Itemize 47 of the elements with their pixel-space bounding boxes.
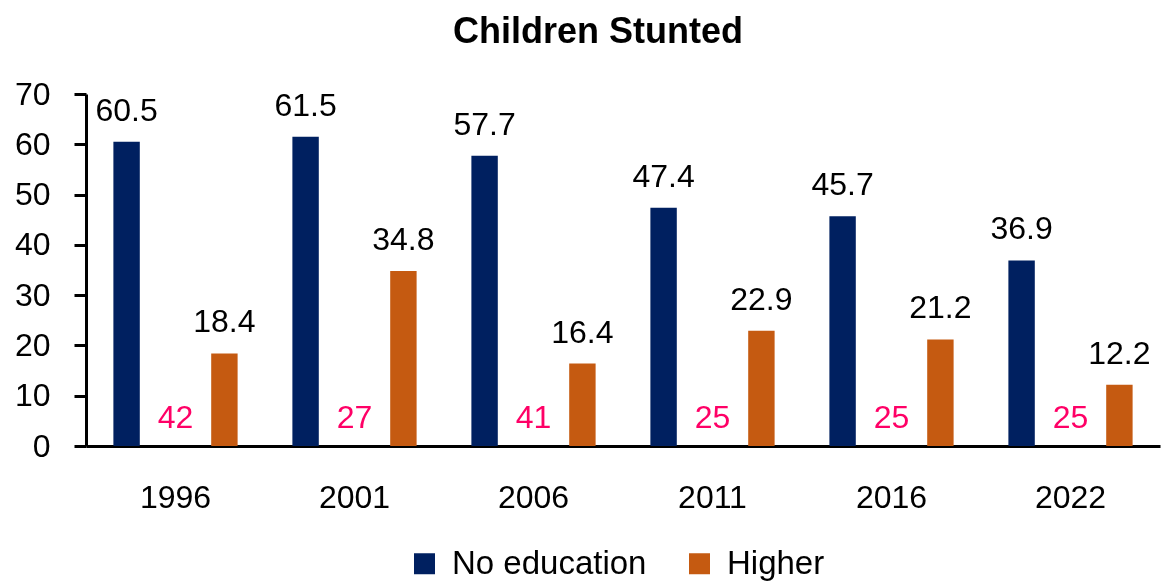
- data-label: 12.2: [1088, 334, 1151, 371]
- y-tick-label: 30: [14, 276, 51, 313]
- bar: [650, 207, 677, 446]
- bar: [569, 363, 596, 446]
- annotation: 42: [157, 399, 194, 435]
- y-tick-label: 40: [14, 226, 51, 263]
- x-tick-label: 2022: [1034, 478, 1107, 515]
- x-tick-label: 2001: [318, 478, 391, 515]
- data-label: 22.9: [730, 280, 793, 317]
- bar: [1106, 384, 1133, 446]
- data-label: 34.8: [372, 221, 435, 258]
- data-label: 21.2: [909, 289, 972, 326]
- bar: [292, 136, 319, 446]
- bar: [471, 155, 498, 446]
- bar: [927, 339, 954, 446]
- bar: [113, 141, 140, 446]
- data-label: 60.5: [95, 91, 158, 128]
- annotation: 41: [515, 399, 552, 435]
- data-label: 16.4: [551, 313, 614, 350]
- x-tick-label: 2006: [497, 478, 570, 515]
- bar: [211, 353, 238, 446]
- bar: [390, 271, 417, 446]
- y-tick-label: 70: [14, 75, 51, 112]
- y-tick-label: 20: [14, 326, 51, 363]
- bar: [829, 216, 856, 446]
- data-label: 57.7: [453, 105, 516, 142]
- legend-label: No education: [452, 543, 647, 581]
- legend-label: Higher: [727, 543, 825, 581]
- bar: [1008, 260, 1035, 446]
- annotation: 25: [694, 399, 731, 435]
- y-tick-label: 60: [14, 125, 51, 162]
- y-tick-label: 50: [14, 176, 51, 213]
- chart-title: Children Stunted: [453, 10, 743, 51]
- data-label: 18.4: [193, 303, 256, 340]
- annotation: 27: [336, 399, 373, 435]
- bar: [748, 330, 775, 446]
- y-tick-label: 10: [14, 377, 51, 414]
- x-tick-label: 2016: [855, 478, 928, 515]
- data-label: 47.4: [632, 157, 695, 194]
- x-tick-label: 1996: [139, 478, 212, 515]
- y-tick-label: 0: [32, 427, 51, 464]
- data-label: 45.7: [811, 166, 874, 203]
- annotation: 25: [1052, 399, 1089, 435]
- data-label: 61.5: [274, 86, 337, 123]
- data-label: 36.9: [990, 210, 1053, 247]
- x-tick-label: 2011: [678, 478, 747, 515]
- annotation: 25: [873, 399, 910, 435]
